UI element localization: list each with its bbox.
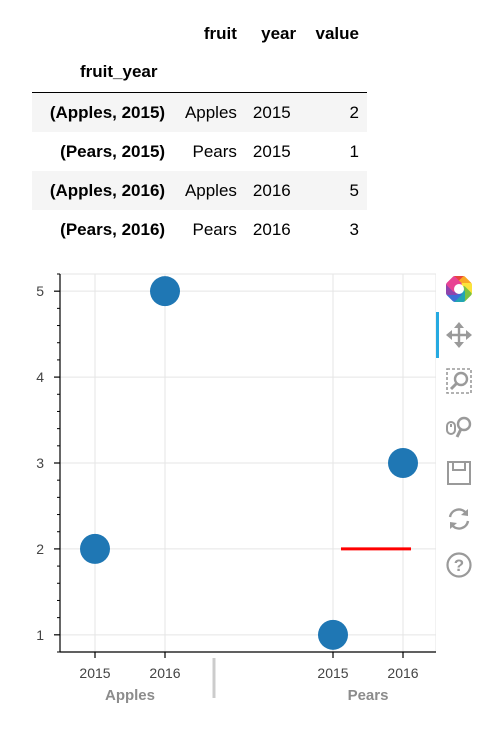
y-tick-label: 5 (36, 283, 44, 299)
y-tick-label: 2 (36, 541, 44, 557)
cell-year: 2016 (252, 180, 291, 200)
table-row: (Pears, 2016) Pears 2016 3 (32, 210, 367, 249)
row-index: (Pears, 2016) (60, 219, 166, 239)
cell-value: 1 (349, 141, 359, 161)
y-tick-label: 3 (36, 455, 44, 471)
x-tick-label: 2016 (149, 665, 180, 681)
cell-fruit: Pears (192, 141, 237, 161)
cell-fruit: Apples (184, 102, 237, 122)
data-point (150, 276, 180, 307)
help-icon[interactable]: ? (442, 548, 476, 582)
save-icon[interactable] (442, 456, 476, 490)
data-point (388, 448, 418, 478)
y-tick-label: 1 (36, 627, 44, 643)
plot-marks (80, 276, 418, 650)
index-name-row: fruit_year (32, 52, 367, 93)
table-row: (Pears, 2015) Pears 2015 1 (32, 132, 367, 171)
cell-value: 5 (349, 180, 359, 200)
table-row: (Apples, 2016) Apples 2016 5 (32, 171, 367, 210)
column-header: year (261, 24, 297, 43)
y-tick-label: 4 (36, 369, 44, 385)
row-index: (Apples, 2015) (49, 102, 166, 122)
reset-icon[interactable] (442, 502, 476, 536)
row-index: (Pears, 2015) (60, 141, 166, 161)
cell-value: 2 (349, 102, 359, 122)
wheel-zoom-icon[interactable] (442, 410, 476, 444)
x-tick-label: 2015 (79, 665, 110, 681)
grid-lines (60, 274, 436, 652)
index-name: fruit_year (80, 62, 158, 81)
x-tick-label: 2016 (387, 665, 418, 681)
y-axis: 1 2 3 4 5 (36, 273, 61, 653)
cell-year: 2016 (252, 219, 291, 239)
active-tool-indicator (436, 312, 439, 358)
data-point (318, 619, 348, 650)
x-axis: 2015 2016 2015 2016 Apples Pears (60, 651, 436, 704)
svg-text:?: ? (454, 556, 464, 575)
dataframe-table: fruit year value fruit_year (Apples, 201… (32, 16, 367, 249)
cell-year: 2015 (252, 141, 291, 161)
column-header: fruit (203, 24, 237, 43)
cell-fruit: Pears (192, 219, 237, 239)
cell-value: 3 (349, 219, 359, 239)
corner-cell (32, 16, 173, 52)
x-group-label: Apples (105, 687, 155, 704)
pan-icon[interactable] (442, 318, 476, 352)
x-group-label: Pears (348, 687, 389, 704)
column-header-row: fruit year value (32, 16, 367, 52)
bokeh-logo-icon[interactable] (442, 272, 476, 306)
cell-fruit: Apples (184, 180, 237, 200)
row-index: (Apples, 2016) (49, 180, 166, 200)
box-zoom-icon[interactable] (442, 364, 476, 398)
column-header: value (315, 24, 359, 43)
scatter-plot[interactable]: 1 2 3 4 5 2015 2016 2015 2016 Apples Pears (0, 262, 436, 722)
data-point (80, 533, 110, 564)
x-tick-label: 2015 (317, 665, 348, 681)
table-row: (Apples, 2015) Apples 2015 2 (32, 92, 367, 132)
plot-toolbar: ? (436, 268, 484, 578)
cell-year: 2015 (252, 102, 291, 122)
